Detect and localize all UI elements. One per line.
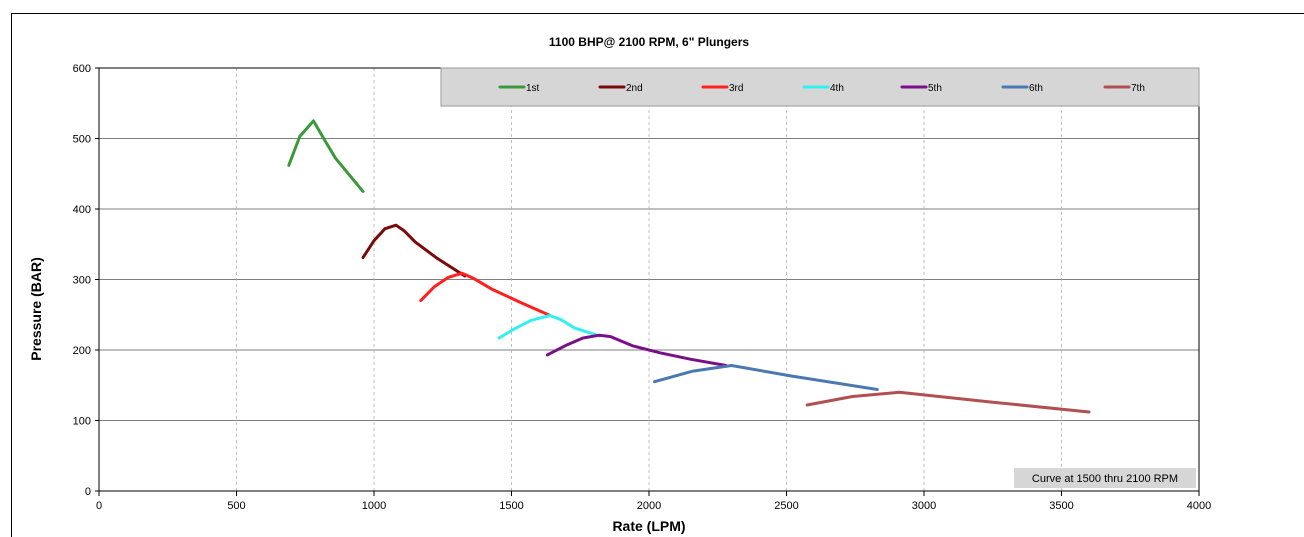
legend-items: 1st 2nd 3rd 4th 5th 6th 7th bbox=[498, 83, 1145, 94]
tick-labels: 0 100 200 300 400 500 600 0 500 1000 1500 2000 2500 3… bbox=[73, 63, 1212, 512]
chart-title: 1100 BHP@ 2100 RPM, 6" Plungers bbox=[549, 35, 749, 49]
y-tick-label: 200 bbox=[73, 345, 91, 357]
axes bbox=[95, 67, 1200, 496]
x-tick-label: 2500 bbox=[774, 500, 798, 512]
series-line-4th bbox=[497, 314, 601, 340]
x-tick-label: 0 bbox=[96, 500, 102, 512]
x-tick-label: 1000 bbox=[362, 500, 386, 512]
series-line-2nd bbox=[361, 223, 467, 278]
legend-label-1st: 1st bbox=[526, 83, 540, 94]
legend-label-2nd: 2nd bbox=[626, 83, 643, 94]
series-lines bbox=[287, 119, 1091, 414]
y-tick-label: 400 bbox=[73, 204, 91, 216]
grid-lines bbox=[99, 67, 1199, 491]
x-tick-label: 3000 bbox=[912, 500, 936, 512]
y-tick-label: 500 bbox=[73, 134, 91, 146]
y-tick-label: 0 bbox=[85, 486, 91, 498]
legend-label-5th: 5th bbox=[928, 83, 942, 94]
curve-note: Curve at 1500 thru 2100 RPM bbox=[1014, 468, 1196, 488]
legend-label-4th: 4th bbox=[830, 83, 844, 94]
x-tick-label: 4000 bbox=[1187, 500, 1211, 512]
y-tick-label: 300 bbox=[73, 275, 91, 287]
series-line-1st bbox=[287, 119, 365, 193]
legend-label-7th: 7th bbox=[1131, 83, 1145, 94]
series-line-5th bbox=[545, 333, 728, 367]
y-tick-label: 100 bbox=[73, 416, 91, 428]
x-tick-label: 2000 bbox=[637, 500, 661, 512]
chart-frame bbox=[11, 13, 1304, 537]
legend-label-3rd: 3rd bbox=[729, 83, 743, 94]
x-tick-label: 3500 bbox=[1049, 500, 1073, 512]
legend: 1st 2nd 3rd 4th 5th 6th 7th bbox=[440, 67, 1200, 107]
series-line-6th bbox=[653, 364, 879, 391]
x-axis-title: Rate (LPM) bbox=[612, 518, 685, 534]
x-tick-label: 500 bbox=[227, 500, 245, 512]
series-line-7th bbox=[805, 390, 1091, 414]
x-tick-label: 1500 bbox=[499, 500, 523, 512]
curve-note-box bbox=[1014, 468, 1196, 488]
y-axis-title: Pressure (BAR) bbox=[28, 257, 44, 360]
series-line-3rd bbox=[419, 271, 552, 317]
curve-note-text: Curve at 1500 thru 2100 RPM bbox=[1032, 473, 1178, 485]
y-tick-label: 600 bbox=[73, 63, 91, 75]
legend-label-6th: 6th bbox=[1029, 83, 1043, 94]
